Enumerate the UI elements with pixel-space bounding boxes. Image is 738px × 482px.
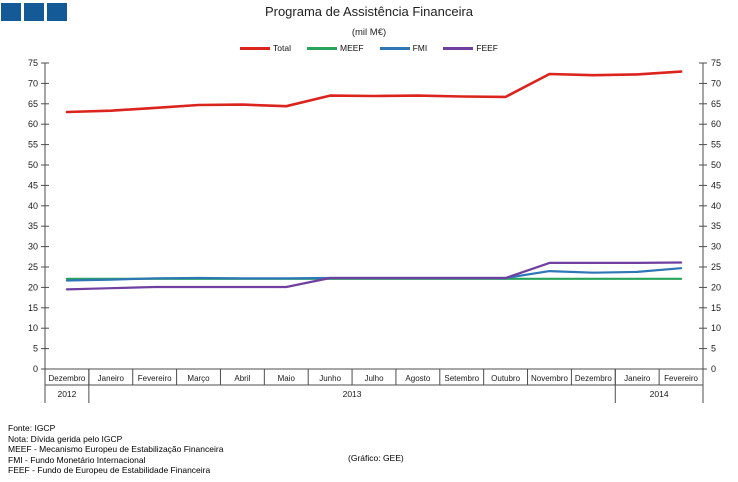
month-axis: Dezembro Janeiro Fevereiro Março Abril Maio Ju…: [44, 368, 704, 386]
graphic-credit: (Gráfico: GEE): [348, 453, 404, 463]
legend-entry-feef: FEEF: [443, 43, 498, 53]
svg-text:65: 65: [711, 99, 721, 109]
svg-text:10: 10: [711, 323, 721, 333]
series-line-total: [65, 70, 683, 114]
source-notes: Fonte: IGCP Nota: Dívida gerida pelo IGCP…: [8, 423, 223, 476]
svg-text:75: 75: [28, 58, 38, 68]
svg-text:Abril: Abril: [234, 374, 250, 383]
svg-text:Novembro: Novembro: [531, 374, 568, 383]
logo-square: [24, 3, 44, 21]
svg-text:0: 0: [711, 364, 716, 374]
gee-logo: [1, 3, 67, 21]
svg-text:50: 50: [711, 160, 721, 170]
chart-subtitle: (mil M€): [351, 27, 387, 38]
svg-text:15: 15: [28, 303, 38, 313]
svg-text:55: 55: [711, 140, 721, 150]
svg-text:Janeiro: Janeiro: [624, 374, 651, 383]
svg-text:2013: 2013: [343, 389, 362, 399]
legend-line-swatch: [306, 46, 337, 50]
svg-text:Fevereiro: Fevereiro: [138, 374, 172, 383]
svg-text:40: 40: [28, 201, 38, 211]
svg-text:Março: Março: [187, 374, 210, 383]
svg-text:70: 70: [711, 78, 721, 88]
legend-line-swatch: [240, 46, 271, 50]
svg-text:20: 20: [711, 282, 721, 292]
svg-text:Junho: Junho: [319, 374, 341, 383]
svg-text:5: 5: [33, 344, 38, 354]
svg-text:2014: 2014: [650, 389, 669, 399]
svg-text:5: 5: [711, 344, 716, 354]
svg-text:35: 35: [711, 221, 721, 231]
legend-label: Total: [273, 43, 291, 53]
source-note-line: MEEF - Mecanismo Europeu de Estabilizaçã…: [8, 444, 224, 455]
legend-entry-meef: MEEF: [306, 43, 364, 53]
svg-text:Agosto: Agosto: [405, 374, 430, 383]
svg-text:Janeiro: Janeiro: [98, 374, 125, 383]
legend-line-swatch: [443, 46, 474, 50]
svg-text:55: 55: [28, 140, 38, 150]
source-note-line: Fonte: IGCP: [8, 423, 56, 433]
svg-text:Julho: Julho: [364, 374, 384, 383]
source-note-line: FEEF - Fundo de Europeu de Estabilidade …: [8, 465, 211, 476]
legend-entry-total: Total: [240, 43, 291, 53]
svg-text:75: 75: [711, 58, 721, 68]
svg-text:70: 70: [28, 78, 38, 88]
svg-text:2012: 2012: [57, 389, 76, 399]
svg-text:60: 60: [28, 119, 38, 129]
svg-text:45: 45: [28, 180, 38, 190]
legend-label: FMI: [412, 43, 428, 53]
series-line-feef: [65, 261, 683, 291]
svg-text:15: 15: [711, 303, 721, 313]
legend-label: MEEF: [339, 43, 364, 53]
svg-text:45: 45: [711, 180, 721, 190]
logo-square: [1, 3, 21, 21]
logo-square: [47, 3, 67, 21]
year-axis: 2012 2013 2014: [44, 369, 704, 403]
chart-title: Programa de Assistência Financeira: [264, 4, 474, 19]
svg-text:60: 60: [711, 119, 721, 129]
svg-text:Dezembro: Dezembro: [48, 374, 85, 383]
legend-label: FEEF: [476, 43, 498, 53]
svg-text:10: 10: [28, 323, 38, 333]
svg-text:Fevereiro: Fevereiro: [664, 374, 698, 383]
svg-text:Maio: Maio: [278, 374, 296, 383]
svg-text:40: 40: [711, 201, 721, 211]
source-note-line: Nota: Dívida gerida pelo IGCP: [8, 433, 123, 444]
svg-text:65: 65: [28, 99, 38, 109]
svg-text:35: 35: [28, 221, 38, 231]
legend-line-swatch: [379, 46, 410, 50]
source-note-line: FMI - Fundo Monetário Internacional: [8, 454, 146, 465]
svg-text:Setembro: Setembro: [444, 374, 479, 383]
svg-text:50: 50: [28, 160, 38, 170]
svg-text:25: 25: [28, 262, 38, 272]
svg-text:30: 30: [711, 242, 721, 252]
svg-text:30: 30: [28, 242, 38, 252]
svg-text:20: 20: [28, 282, 38, 292]
chart-legend: Total MEEF FMI FEEF: [0, 43, 738, 53]
svg-text:Outubro: Outubro: [491, 374, 520, 383]
legend-entry-fmi: FMI: [379, 43, 428, 53]
svg-text:0: 0: [33, 364, 38, 374]
svg-text:Dezembro: Dezembro: [575, 374, 612, 383]
svg-text:25: 25: [711, 262, 721, 272]
